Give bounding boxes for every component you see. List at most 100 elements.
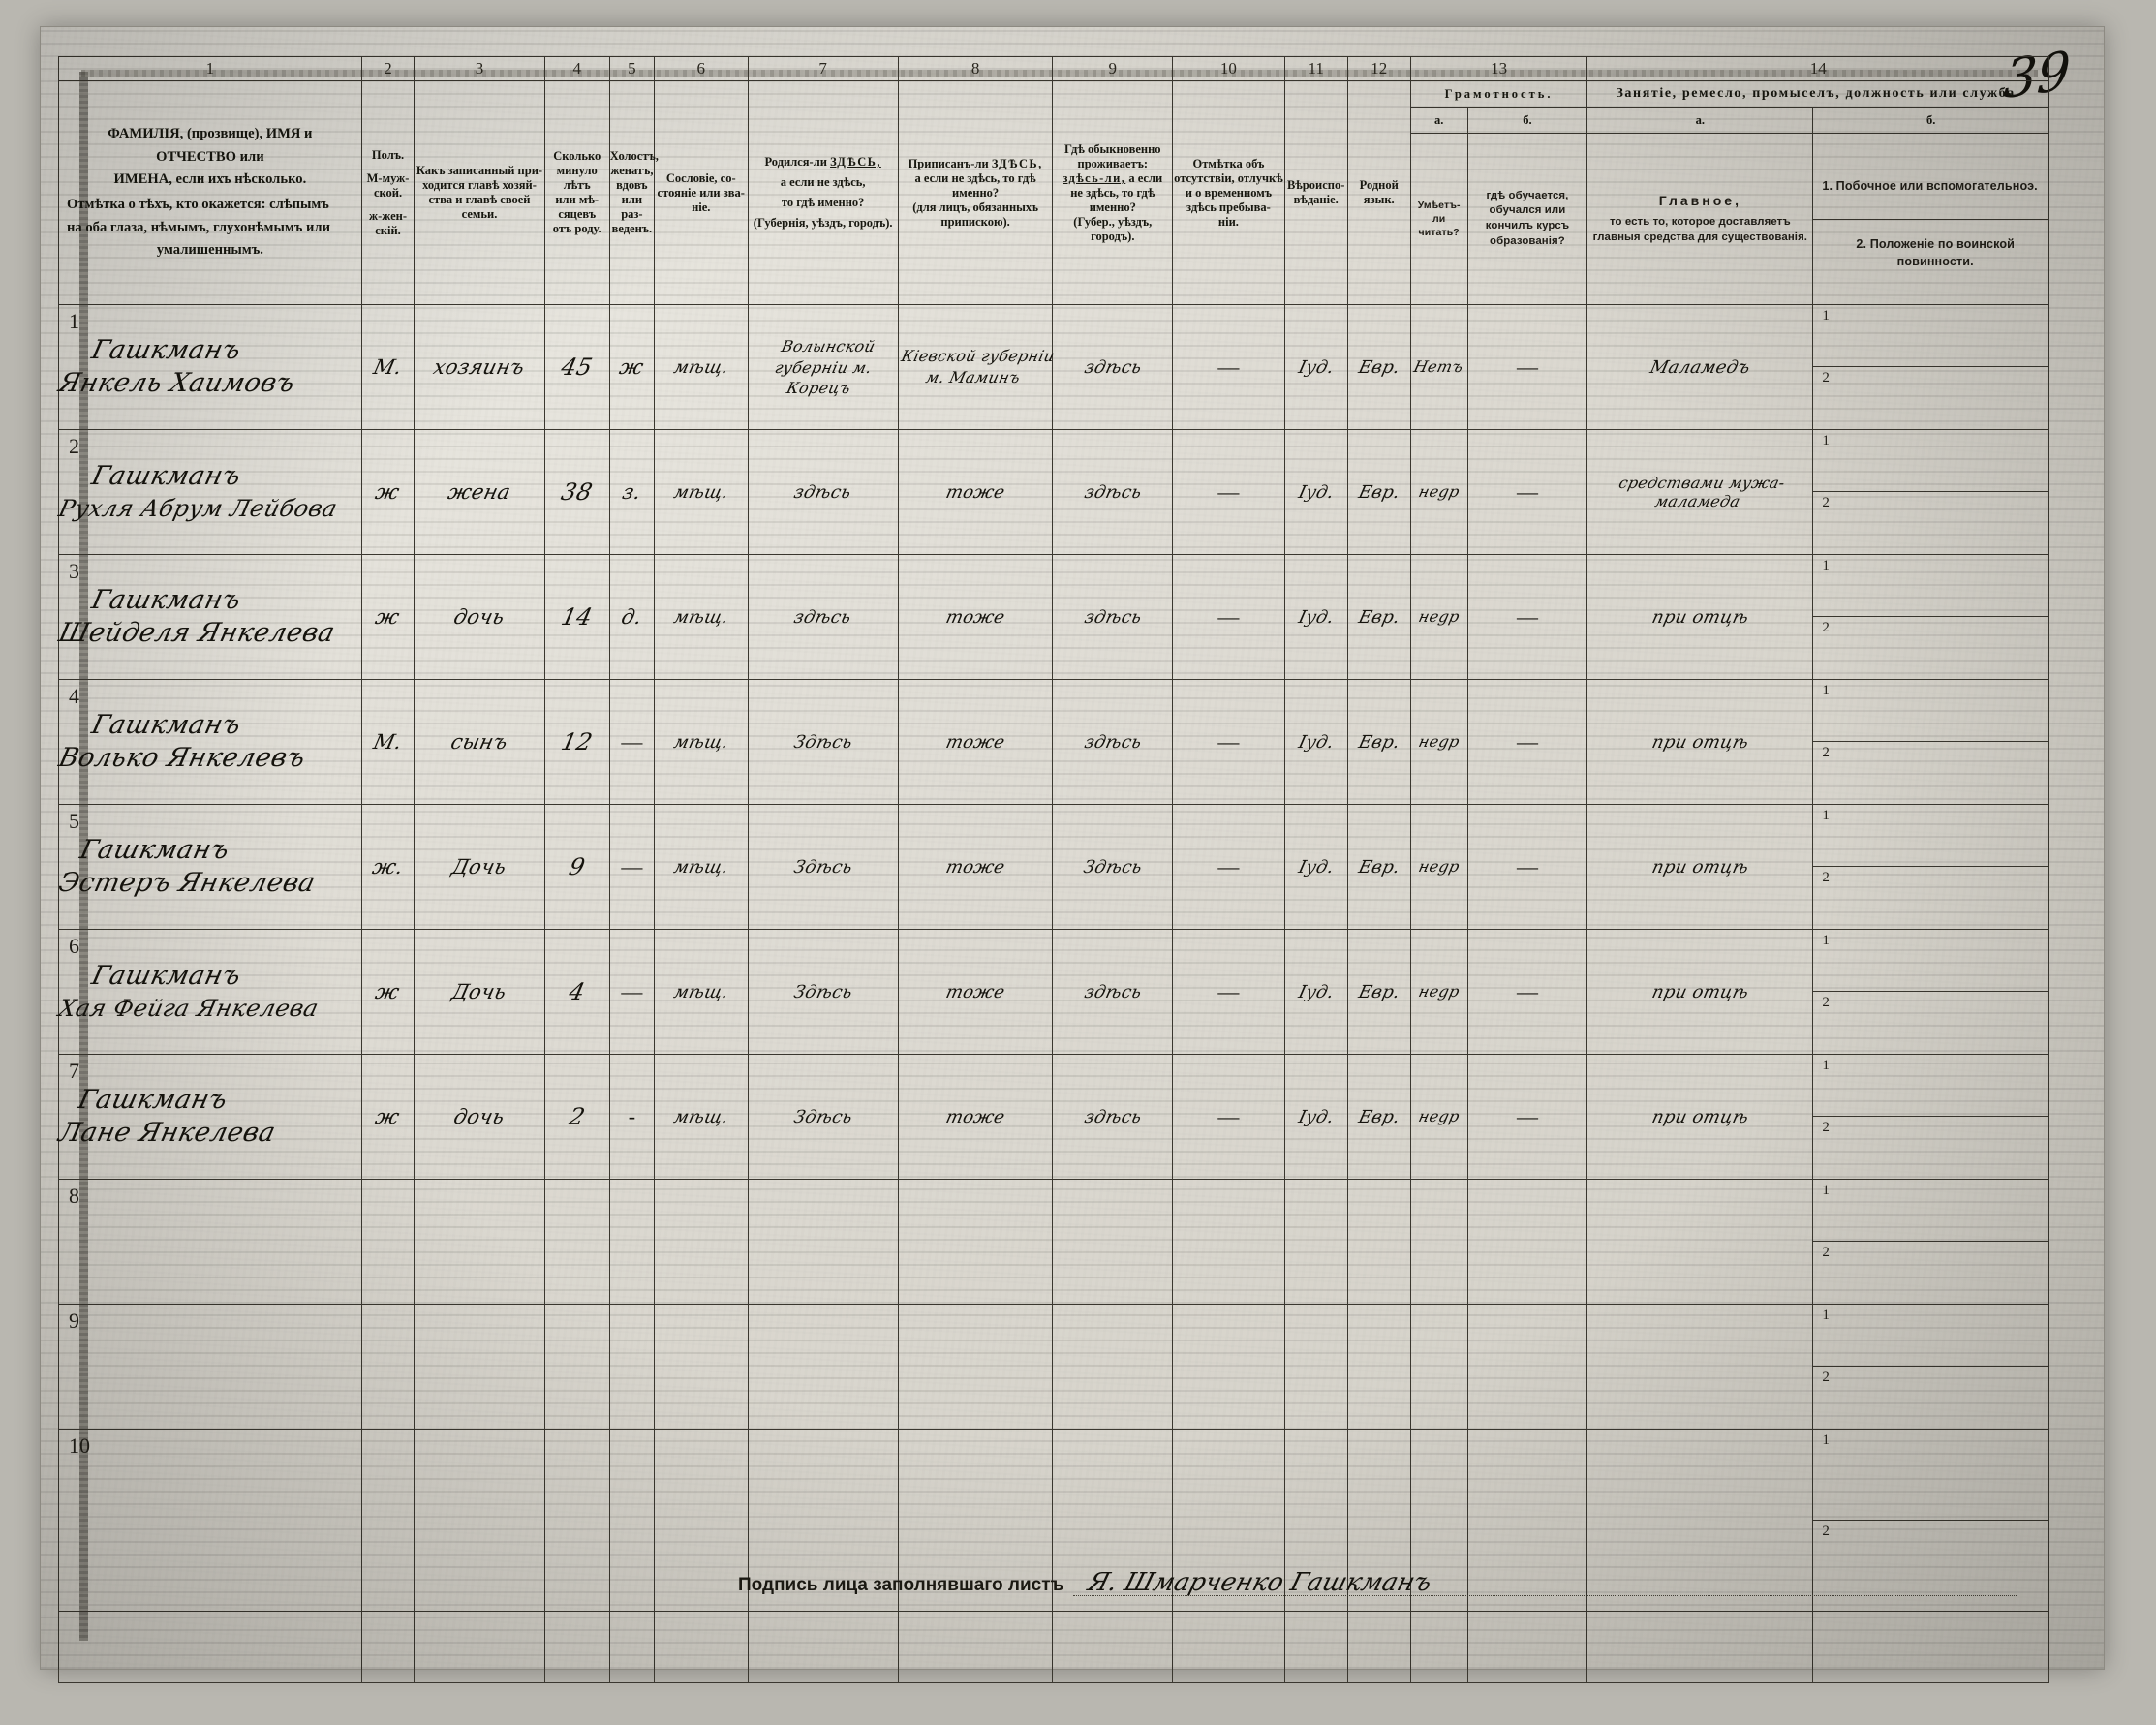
row-10-age[interactable] [543, 1429, 610, 1612]
col13b-line4: образованія? [1490, 234, 1565, 247]
row-8-sex[interactable] [360, 1179, 416, 1305]
row-1-number: 1 [69, 309, 79, 333]
row-6-name-cell[interactable]: 6 Гашкманъ Хая Фейга Янкелева [56, 929, 362, 1055]
col12-header: Родной язык. [1346, 80, 1411, 305]
col4-line1: Сколько [553, 149, 601, 163]
table-row[interactable]: 10 1 2 [58, 1429, 2049, 1612]
row-3-registration: тоже [897, 554, 1054, 680]
row-6-occupation: при отцѣ [1586, 929, 1814, 1055]
row-9-language[interactable] [1346, 1304, 1411, 1430]
row-9-age[interactable] [543, 1304, 610, 1430]
row-1-absence-value: — [1217, 354, 1240, 379]
row-9-name-cell[interactable]: 9 [58, 1304, 362, 1430]
col1-line2: ИМЕНА, если ихъ нѣсколько. [113, 171, 307, 188]
row-10-education[interactable] [1466, 1429, 1588, 1612]
row-8-literacy[interactable] [1409, 1179, 1468, 1305]
col6-line2: стояніе или зва- [657, 185, 745, 200]
row-8-age[interactable] [543, 1179, 610, 1305]
row-2-absence-value: — [1217, 479, 1240, 504]
row-1-name-cell[interactable]: 1 Гашкманъ Янкель Хаимовъ [56, 304, 362, 430]
row-8-residence[interactable] [1052, 1179, 1174, 1305]
row-10-relation[interactable] [414, 1429, 545, 1612]
row-9-education[interactable] [1466, 1304, 1588, 1430]
row-9-occupation[interactable] [1586, 1304, 1814, 1430]
col3-line4: семьи. [461, 207, 498, 221]
bottom-cell-5 [608, 1611, 655, 1683]
row-9-marital[interactable] [608, 1304, 655, 1430]
row-10-occupation[interactable] [1586, 1429, 1814, 1612]
table-row[interactable]: 2 Гашкманъ Рухля Абрум Лейбова ж жена 38… [55, 429, 2049, 555]
row-10-marital[interactable] [608, 1429, 655, 1612]
row-8-registration[interactable] [897, 1179, 1054, 1305]
table-row[interactable]: 3 Гашкманъ Шейделя Янкелева ж дочь 14 д.… [56, 554, 2049, 680]
row-8-religion[interactable] [1283, 1179, 1348, 1305]
row-3-sex-value: ж [373, 605, 403, 629]
col9-line4: не здѣсь, то гдѣ [1070, 185, 1155, 200]
row-4-sex: М. [360, 679, 416, 805]
row-10-registration[interactable] [897, 1429, 1054, 1612]
row-5-residence-value: Здѣсь [1081, 856, 1145, 878]
row-10-name-cell[interactable]: 10 [58, 1429, 362, 1612]
row-1-occupation: Маламедъ [1586, 304, 1814, 430]
row-4-absence-value: — [1217, 729, 1240, 754]
row-7-religion: Iуд. [1283, 1054, 1348, 1180]
row-9-estate[interactable] [653, 1304, 749, 1430]
col7-line2: а если не здѣсь, [780, 175, 866, 189]
row-5-sub1: 1 [1813, 805, 2048, 867]
row-8-name-cell[interactable]: 8 [58, 1179, 362, 1305]
col10-line2: отсутствіи, отлучкѣ [1174, 170, 1283, 185]
row-8-estate[interactable] [653, 1179, 749, 1305]
row-9-birthplace[interactable] [747, 1304, 899, 1430]
col2-header: Полъ. М-муж- ской. ж-жен- скій. [360, 80, 416, 305]
row-8-absence[interactable] [1172, 1179, 1285, 1305]
table-row[interactable]: 7 Гашкманъ Лане Янкелева ж дочь 2 - мѣщ.… [56, 1054, 2049, 1180]
row-10-birthplace[interactable] [747, 1429, 899, 1612]
table-row[interactable]: 6 Гашкманъ Хая Фейга Янкелева ж Дочь 4 —… [56, 929, 2049, 1055]
col7-line3: то гдѣ именно? [781, 196, 865, 209]
row-7-name-cell[interactable]: 7 Гашкманъ Лане Янкелева [56, 1054, 362, 1180]
row-10-religion[interactable] [1283, 1429, 1348, 1612]
row-4-name-cell[interactable]: 4 Гашкманъ Волько Янкелевъ [56, 679, 362, 805]
row-1-registration: Кiевской губернiи м. Маминъ [897, 304, 1057, 430]
table-row[interactable]: 8 1 2 [58, 1179, 2049, 1305]
signature-line[interactable]: Я. Шмарченко Гашкманъ [1073, 1562, 2017, 1597]
row-9-absence[interactable] [1172, 1304, 1285, 1430]
row-3-name-cell[interactable]: 3 Гашкманъ Шейделя Янкелева [56, 554, 362, 680]
row-10-residence[interactable] [1052, 1429, 1174, 1612]
col-number-13: 13 [1409, 56, 1588, 81]
row-5-registration: тоже [897, 804, 1054, 930]
row-10-sex[interactable] [360, 1429, 416, 1612]
row-8-marital[interactable] [608, 1179, 655, 1305]
row-9-religion[interactable] [1283, 1304, 1348, 1430]
col10-line1: Отмѣтка объ [1192, 156, 1265, 170]
table-row[interactable]: 1 Гашкманъ Янкель Хаимовъ М. хозяинъ 45 … [56, 304, 2049, 430]
row-9-registration[interactable] [897, 1304, 1054, 1430]
table-row[interactable]: 4 Гашкманъ Волько Янкелевъ М. сынъ 12 — … [56, 679, 2049, 805]
row-8-language[interactable] [1346, 1179, 1411, 1305]
bottom-cell-14b [1812, 1611, 2049, 1683]
row-2-name-cell[interactable]: 2 Гашкманъ Рухля Абрум Лейбова [55, 429, 362, 555]
col4-line6: отъ роду. [552, 222, 601, 235]
row-9-sex[interactable] [360, 1304, 416, 1430]
row-8-birthplace[interactable] [747, 1179, 899, 1305]
row-5-name-cell[interactable]: 5 Гашкманъ Эстеръ Янкелева [56, 804, 362, 930]
row-9-residence[interactable] [1052, 1304, 1174, 1430]
table-row[interactable]: 5 Гашкманъ Эстеръ Янкелева ж. Дочь 9 — м… [56, 804, 2049, 930]
row-3-residence: здѣсь [1052, 554, 1174, 680]
row-2-given-name: Рухля Абрум Лейбова [55, 494, 341, 522]
row-3-sub1: 1 [1813, 555, 2048, 617]
col-number-5: 5 [608, 56, 655, 81]
row-8-education[interactable] [1466, 1179, 1588, 1305]
row-2-language-value: Евр. [1356, 481, 1402, 503]
row-8-occupation[interactable] [1586, 1179, 1814, 1305]
row-2-marital-value: з. [620, 480, 644, 504]
row-7-birthplace: Здѣсь [747, 1054, 899, 1180]
row-10-estate[interactable] [653, 1429, 749, 1612]
table-row[interactable]: 9 1 2 [58, 1304, 2049, 1430]
row-9-relation[interactable] [414, 1304, 545, 1430]
col7-line1a: Родился-ли [764, 155, 827, 169]
row-9-literacy[interactable] [1409, 1304, 1468, 1430]
row-10-language[interactable] [1346, 1429, 1411, 1612]
row-8-relation[interactable] [414, 1179, 545, 1305]
row-5-residence: Здѣсь [1052, 804, 1174, 930]
